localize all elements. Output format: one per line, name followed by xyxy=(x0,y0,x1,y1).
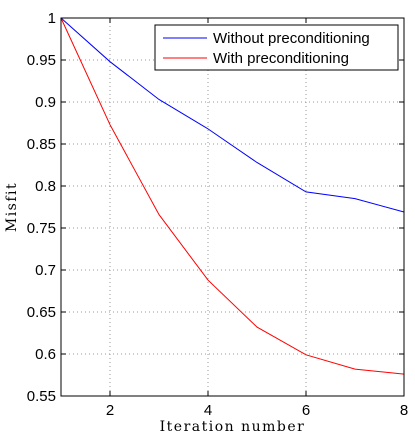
legend-box xyxy=(154,24,399,71)
series-line-1 xyxy=(60,17,405,213)
y-tick-label: 0.6 xyxy=(35,346,56,363)
legend: Without preconditioning With precondition… xyxy=(154,24,399,71)
y-tick-label: 0.75 xyxy=(27,220,56,237)
x-axis-title: Iteration number xyxy=(160,419,306,435)
y-tick-label: 0.65 xyxy=(27,304,56,321)
grid xyxy=(61,18,405,396)
series-line-2 xyxy=(60,17,405,375)
x-tick-label: 2 xyxy=(106,402,114,419)
y-tick-label: 0.55 xyxy=(27,388,56,405)
axes xyxy=(60,17,405,397)
y-tick-label: 0.9 xyxy=(35,94,56,111)
y-tick-label: 0.7 xyxy=(35,262,56,279)
x-tick-label: 8 xyxy=(400,402,408,419)
legend-label-1: Without preconditioning xyxy=(213,30,370,47)
legend-label-2: With preconditioning xyxy=(213,50,349,67)
y-tick-label: 0.8 xyxy=(35,178,56,195)
y-tick-label: 0.95 xyxy=(27,52,56,69)
plot-frame xyxy=(60,17,405,397)
y-tick-label: 0.85 xyxy=(27,136,56,153)
x-tick-label: 6 xyxy=(302,402,310,419)
y-axis-title: Misfit xyxy=(4,182,20,232)
y-tick-label: 1 xyxy=(48,10,56,27)
series-lines xyxy=(60,17,405,375)
x-tick-label: 4 xyxy=(204,402,212,419)
tick-labels: 2 4 6 8 0.55 0.6 0.65 0.7 0.75 0.8 0.85 0.9 0.95 1 xyxy=(27,10,408,419)
